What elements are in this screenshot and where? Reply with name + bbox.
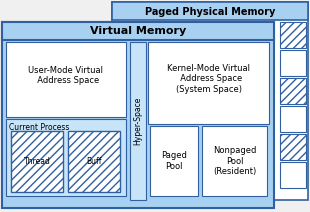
Bar: [130, 42, 146, 200]
Bar: [68, 131, 120, 192]
Text: Current Process: Current Process: [9, 123, 69, 131]
Bar: [202, 126, 267, 196]
Bar: [280, 22, 306, 48]
Bar: [280, 106, 306, 132]
Text: Nonpaged
Pool
(Resident): Nonpaged Pool (Resident): [213, 146, 256, 176]
Bar: [112, 2, 308, 20]
Bar: [6, 119, 126, 196]
Bar: [2, 22, 274, 40]
Bar: [280, 162, 306, 188]
Text: Paged
Pool: Paged Pool: [161, 151, 187, 171]
Bar: [148, 42, 269, 124]
Text: Paged Physical Memory: Paged Physical Memory: [145, 7, 275, 17]
Text: User-Mode Virtual
  Address Space: User-Mode Virtual Address Space: [29, 66, 104, 85]
Text: Hyper-Space: Hyper-Space: [134, 97, 143, 145]
Bar: [280, 78, 306, 104]
Bar: [280, 50, 306, 76]
Text: Kernel-Mode Virtual
  Address Space
(System Space): Kernel-Mode Virtual Address Space (Syste…: [167, 64, 250, 94]
Bar: [112, 2, 308, 200]
Text: Thread: Thread: [24, 157, 51, 166]
Bar: [280, 134, 306, 160]
Text: Virtual Memory: Virtual Memory: [90, 26, 186, 36]
Text: Buff: Buff: [86, 157, 102, 166]
Bar: [150, 126, 198, 196]
Bar: [11, 131, 63, 192]
Bar: [6, 42, 126, 117]
Bar: [2, 22, 274, 208]
